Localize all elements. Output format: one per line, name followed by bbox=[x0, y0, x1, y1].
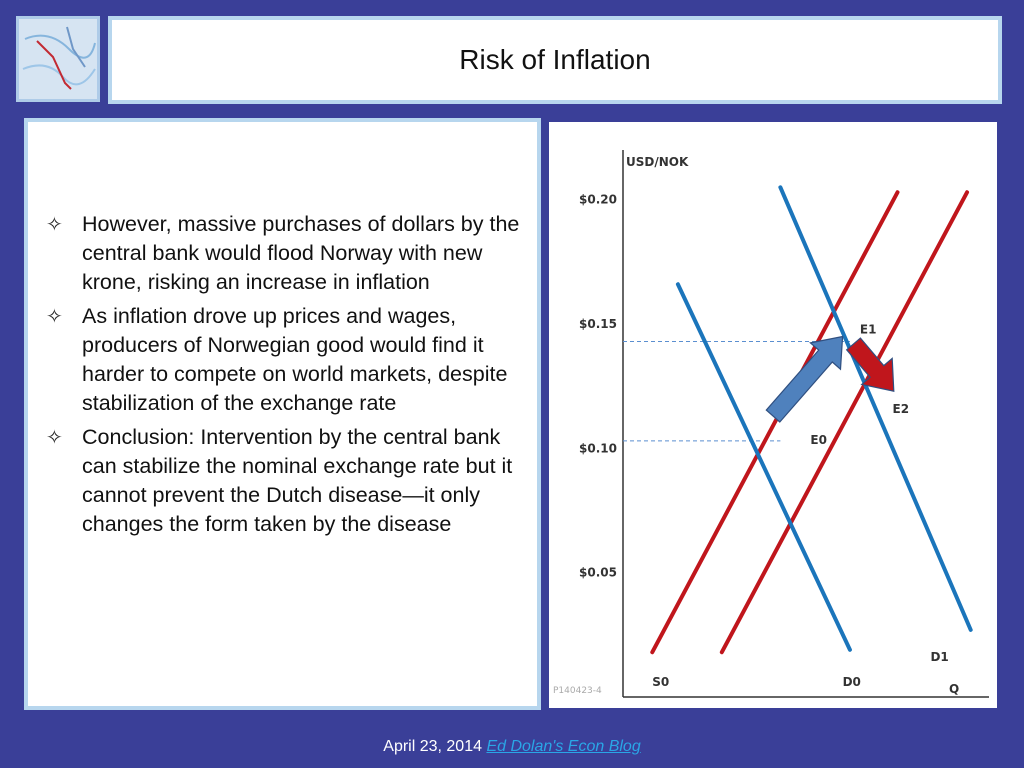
bullet-item: ✧ However, massive purchases of dollars … bbox=[44, 210, 527, 297]
y-tick-label: $0.05 bbox=[579, 566, 617, 580]
series-line-d1 bbox=[778, 185, 973, 632]
y-tick-label: $0.10 bbox=[579, 441, 617, 455]
shift-arrow-2 bbox=[845, 337, 895, 392]
bullet-text: As inflation drove up prices and wages, … bbox=[82, 304, 508, 415]
series-line-s0 bbox=[650, 190, 900, 655]
curve-label-d1: D1 bbox=[930, 650, 948, 664]
x-axis-label: Q bbox=[949, 682, 959, 696]
equilibrium-label-e1: E1 bbox=[860, 322, 877, 336]
y-axis-label: USD/NOK bbox=[626, 155, 689, 169]
footer: April 23, 2014 Ed Dolan's Econ Blog bbox=[0, 738, 1024, 756]
series-line-line-1 bbox=[719, 190, 970, 655]
title-panel: Risk of Inflation bbox=[108, 16, 1002, 104]
bullet-panel: ✧ However, massive purchases of dollars … bbox=[24, 118, 541, 710]
supply-demand-chart: USD/NOK Q P140423-4 $0.20 $0.15 $0.10 $0.05 E0 E… bbox=[553, 150, 989, 698]
equilibrium-label-e2: E2 bbox=[893, 402, 910, 416]
star-bullet-icon: ✧ bbox=[46, 304, 63, 328]
y-tick-label: $0.20 bbox=[579, 193, 617, 207]
blog-link[interactable]: Ed Dolan's Econ Blog bbox=[486, 738, 641, 755]
star-bullet-icon: ✧ bbox=[46, 425, 63, 449]
bullet-text: However, massive purchases of dollars by… bbox=[82, 212, 520, 294]
equilibrium-label-e0: E0 bbox=[810, 433, 827, 447]
bullet-item: ✧ Conclusion: Intervention by the centra… bbox=[44, 423, 527, 539]
source-label: P140423-4 bbox=[553, 686, 602, 696]
series-line-d0 bbox=[675, 282, 852, 652]
logo-graphic bbox=[19, 19, 97, 99]
curve-label-d0: D0 bbox=[843, 675, 861, 689]
footer-date: April 23, 2014 bbox=[383, 738, 482, 755]
chart-panel: USD/NOK Q P140423-4 $0.20 $0.15 $0.10 $0.05 E0 E… bbox=[549, 122, 997, 708]
star-bullet-icon: ✧ bbox=[46, 212, 63, 236]
slide-title: Risk of Inflation bbox=[459, 44, 651, 75]
bullet-text: Conclusion: Intervention by the central … bbox=[82, 425, 513, 536]
bullet-list: ✧ However, massive purchases of dollars … bbox=[44, 210, 527, 539]
shift-arrow-1 bbox=[765, 335, 844, 423]
y-tick-label: $0.15 bbox=[579, 317, 617, 331]
curve-label-s0: S0 bbox=[652, 675, 669, 689]
bullet-item: ✧ As inflation drove up prices and wages… bbox=[44, 302, 527, 418]
blog-logo bbox=[16, 16, 100, 102]
